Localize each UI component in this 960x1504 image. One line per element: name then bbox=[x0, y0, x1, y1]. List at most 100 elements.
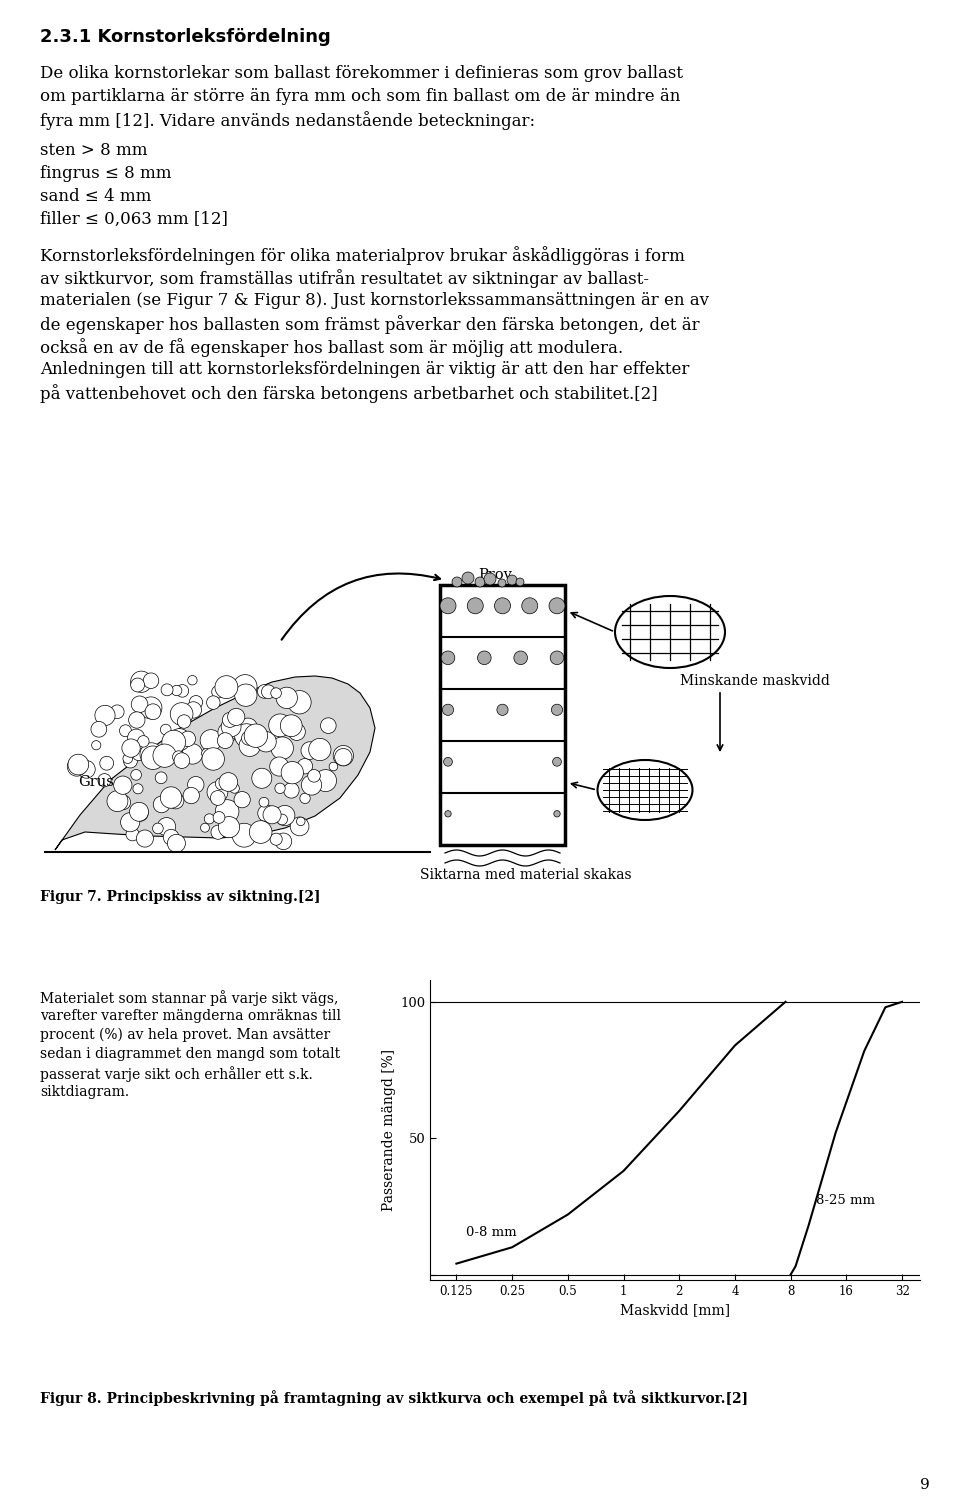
Circle shape bbox=[221, 717, 241, 737]
Circle shape bbox=[263, 806, 281, 824]
Circle shape bbox=[183, 788, 200, 803]
Circle shape bbox=[119, 725, 132, 737]
Circle shape bbox=[68, 754, 88, 775]
Circle shape bbox=[232, 823, 256, 847]
Circle shape bbox=[168, 728, 190, 750]
Text: Figur 7. Principskiss av siktning.[2]: Figur 7. Principskiss av siktning.[2] bbox=[40, 890, 321, 904]
Circle shape bbox=[167, 835, 185, 853]
Circle shape bbox=[223, 713, 237, 728]
Text: Grus: Grus bbox=[78, 775, 114, 790]
Text: 2.3.1 Kornstorleksfördelning: 2.3.1 Kornstorleksfördelning bbox=[40, 29, 331, 47]
Circle shape bbox=[275, 784, 285, 794]
Circle shape bbox=[187, 776, 204, 793]
Circle shape bbox=[315, 770, 337, 791]
Circle shape bbox=[244, 723, 268, 747]
Circle shape bbox=[297, 817, 305, 826]
Circle shape bbox=[185, 702, 202, 717]
Circle shape bbox=[234, 723, 258, 747]
Circle shape bbox=[100, 757, 113, 770]
Circle shape bbox=[309, 738, 331, 761]
Text: på vattenbehovet och den färska betongens arbetbarhet och stabilitet.[2]: på vattenbehovet och den färska betongen… bbox=[40, 384, 658, 403]
Circle shape bbox=[215, 778, 228, 790]
Y-axis label: Passerande mängd [%]: Passerande mängd [%] bbox=[382, 1048, 396, 1211]
Text: Figur 8. Principbeskrivning på framtagning av siktkurva och exempel på två siktk: Figur 8. Principbeskrivning på framtagni… bbox=[40, 1390, 748, 1406]
Circle shape bbox=[321, 717, 336, 734]
Text: också en av de få egenskaper hos ballast som är möjlig att modulera.: också en av de få egenskaper hos ballast… bbox=[40, 338, 623, 356]
Circle shape bbox=[126, 827, 139, 841]
Circle shape bbox=[252, 769, 272, 788]
Circle shape bbox=[131, 678, 145, 692]
Circle shape bbox=[172, 686, 181, 696]
Circle shape bbox=[160, 787, 181, 808]
Circle shape bbox=[229, 784, 239, 793]
Circle shape bbox=[329, 763, 338, 772]
Circle shape bbox=[210, 791, 226, 805]
Circle shape bbox=[122, 738, 140, 758]
Circle shape bbox=[121, 812, 140, 832]
Circle shape bbox=[123, 754, 132, 764]
Circle shape bbox=[276, 687, 298, 708]
Circle shape bbox=[283, 782, 300, 799]
Circle shape bbox=[234, 684, 257, 707]
Circle shape bbox=[151, 746, 171, 767]
Circle shape bbox=[91, 722, 107, 737]
Circle shape bbox=[219, 817, 240, 838]
Circle shape bbox=[475, 578, 485, 587]
Circle shape bbox=[131, 770, 141, 781]
Circle shape bbox=[204, 814, 214, 824]
Circle shape bbox=[269, 714, 292, 737]
Circle shape bbox=[290, 817, 309, 836]
Circle shape bbox=[136, 830, 154, 847]
Circle shape bbox=[551, 704, 563, 716]
Circle shape bbox=[270, 833, 282, 845]
Circle shape bbox=[136, 805, 147, 815]
Circle shape bbox=[521, 597, 538, 614]
Circle shape bbox=[132, 805, 148, 821]
Ellipse shape bbox=[597, 760, 692, 820]
Circle shape bbox=[180, 731, 196, 746]
Text: fingrus ≤ 8 mm: fingrus ≤ 8 mm bbox=[40, 165, 172, 182]
Circle shape bbox=[256, 734, 272, 749]
Circle shape bbox=[170, 702, 193, 725]
Circle shape bbox=[141, 746, 165, 770]
Circle shape bbox=[157, 818, 176, 836]
Circle shape bbox=[176, 684, 189, 698]
Circle shape bbox=[440, 597, 456, 614]
Circle shape bbox=[333, 746, 353, 766]
Circle shape bbox=[228, 708, 245, 725]
Circle shape bbox=[124, 754, 137, 769]
Circle shape bbox=[271, 687, 281, 698]
Text: passerat varje sikt och erhåller ett s.k.: passerat varje sikt och erhåller ett s.k… bbox=[40, 1066, 313, 1081]
Circle shape bbox=[335, 749, 352, 766]
Circle shape bbox=[288, 690, 311, 714]
Circle shape bbox=[258, 805, 275, 821]
Circle shape bbox=[271, 737, 294, 760]
Circle shape bbox=[211, 826, 225, 839]
Circle shape bbox=[201, 823, 209, 832]
Circle shape bbox=[206, 696, 220, 710]
Circle shape bbox=[442, 651, 455, 665]
Text: varefter varefter mängderna omräknas till: varefter varefter mängderna omräknas til… bbox=[40, 1009, 341, 1023]
Circle shape bbox=[110, 705, 124, 719]
Circle shape bbox=[242, 731, 255, 744]
Text: De olika kornstorlekar som ballast förekommer i definieras som grov ballast: De olika kornstorlekar som ballast förek… bbox=[40, 65, 683, 83]
Text: Prov: Prov bbox=[478, 569, 512, 582]
Circle shape bbox=[154, 796, 170, 812]
Circle shape bbox=[256, 731, 276, 752]
Text: sedan i diagrammet den mangd som totalt: sedan i diagrammet den mangd som totalt bbox=[40, 1047, 340, 1060]
Circle shape bbox=[153, 744, 177, 767]
Text: Kornstorleksfördelningen för olika materialprov brukar åskådliggöras i form: Kornstorleksfördelningen för olika mater… bbox=[40, 247, 684, 265]
Circle shape bbox=[452, 578, 462, 587]
Circle shape bbox=[288, 723, 305, 740]
Text: 0-8 mm: 0-8 mm bbox=[466, 1226, 516, 1239]
Circle shape bbox=[163, 829, 179, 845]
Circle shape bbox=[128, 729, 145, 746]
Circle shape bbox=[140, 743, 163, 766]
Circle shape bbox=[173, 750, 185, 763]
Circle shape bbox=[462, 572, 474, 584]
Circle shape bbox=[239, 735, 260, 757]
Text: sten > 8 mm: sten > 8 mm bbox=[40, 141, 148, 159]
Text: Siktarna med material skakas: Siktarna med material skakas bbox=[420, 868, 632, 881]
Circle shape bbox=[178, 714, 191, 728]
X-axis label: Maskvidd [mm]: Maskvidd [mm] bbox=[620, 1304, 730, 1318]
